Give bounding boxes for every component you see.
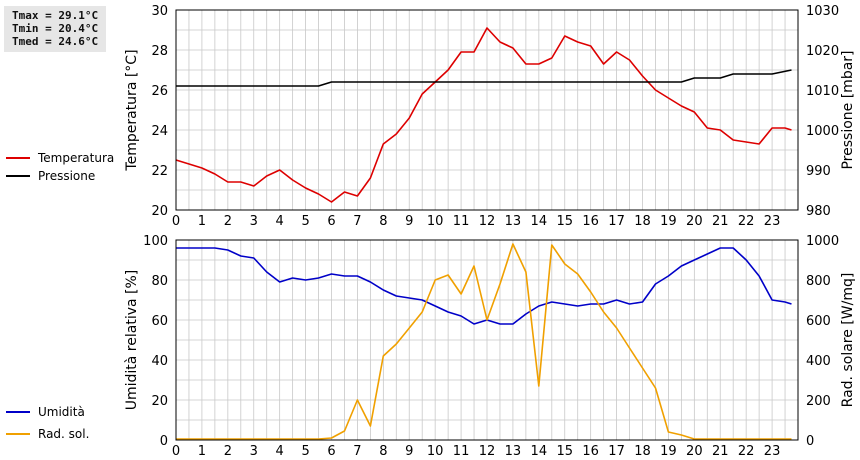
panel1-legend-label: Pressione bbox=[38, 169, 95, 183]
panel1-x-tick-label: 7 bbox=[353, 214, 361, 229]
panel1-x-tick-label: 6 bbox=[327, 214, 335, 229]
panel2-x-tick-label: 17 bbox=[608, 444, 625, 459]
panel2-x-tick-label: 22 bbox=[738, 444, 755, 459]
panel1-y-axis-label: Temperatura [°C] bbox=[124, 49, 140, 171]
panel1-x-tick-label: 23 bbox=[764, 214, 781, 229]
panel2-x-tick-label: 19 bbox=[660, 444, 677, 459]
panel2-x-tick-label: 2 bbox=[224, 444, 232, 459]
panel2-x-tick-label: 5 bbox=[301, 444, 309, 459]
panel2-y-tick-label: 0 bbox=[160, 434, 168, 449]
panel2-x-tick-label: 14 bbox=[531, 444, 548, 459]
panel1-y2-tick-label: 1030 bbox=[806, 4, 839, 19]
panel1-series-secondary-line bbox=[176, 69, 792, 87]
tmax-text: Tmax = 29.1°C bbox=[12, 9, 99, 22]
panel2-x-tick-label: 15 bbox=[556, 444, 573, 459]
panel1-x-tick-label: 0 bbox=[172, 214, 180, 229]
panel2-x-tick-label: 23 bbox=[764, 444, 781, 459]
panel1-legend-label: Temperatura bbox=[37, 151, 114, 165]
panel2-x-tick-label: 10 bbox=[427, 444, 444, 459]
panel2-y-tick-label: 100 bbox=[143, 234, 168, 249]
panel1-y2-tick-label: 1000 bbox=[806, 124, 839, 139]
panel2-x-tick-label: 3 bbox=[250, 444, 258, 459]
panel1-x-tick-label: 19 bbox=[660, 214, 677, 229]
panel2-x-tick-label: 0 bbox=[172, 444, 180, 459]
panel1-x-tick-label: 15 bbox=[556, 214, 573, 229]
panel1-x-tick-label: 2 bbox=[224, 214, 232, 229]
panel2-x-tick-label: 20 bbox=[686, 444, 703, 459]
panel2-series-secondary-line bbox=[176, 243, 792, 440]
panel2-x-tick-label: 21 bbox=[712, 444, 729, 459]
panel2-y2-tick-label: 0 bbox=[806, 434, 814, 449]
panel2-x-tick-label: 6 bbox=[327, 444, 335, 459]
panel1-x-tick-label: 17 bbox=[608, 214, 625, 229]
panel1-x-tick-label: 4 bbox=[276, 214, 284, 229]
panel2-x-tick-label: 1 bbox=[198, 444, 206, 459]
panel2-x-tick-label: 4 bbox=[276, 444, 284, 459]
panel1-y-tick-label: 22 bbox=[151, 164, 168, 179]
panel2-y-tick-label: 60 bbox=[151, 314, 168, 329]
tmin-text: Tmin = 20.4°C bbox=[12, 22, 99, 35]
panel2-x-tick-label: 8 bbox=[379, 444, 387, 459]
tmed-text: Tmed = 24.6°C bbox=[12, 35, 99, 48]
stats-box: Tmax = 29.1°C Tmin = 20.4°C Tmed = 24.6°… bbox=[4, 6, 106, 52]
panel1-y-tick-label: 20 bbox=[151, 204, 168, 219]
panel2-x-tick-label: 12 bbox=[479, 444, 496, 459]
panel1-y2-tick-label: 980 bbox=[806, 204, 831, 219]
panel2-legend-label: Umidità bbox=[38, 405, 85, 419]
panel1-y2-tick-label: 990 bbox=[806, 164, 831, 179]
panel1-x-tick-label: 21 bbox=[712, 214, 729, 229]
panel2-legend-label: Rad. sol. bbox=[38, 427, 89, 441]
panel1-x-tick-label: 16 bbox=[582, 214, 599, 229]
panel2-y2-tick-label: 1000 bbox=[806, 234, 839, 249]
panel1-x-tick-label: 3 bbox=[250, 214, 258, 229]
panel1-x-tick-label: 1 bbox=[198, 214, 206, 229]
panel1-series-primary-line bbox=[175, 27, 792, 203]
panel2-x-tick-label: 7 bbox=[353, 444, 361, 459]
panel1-x-tick-label: 12 bbox=[479, 214, 496, 229]
panel2-y2-tick-label: 600 bbox=[806, 314, 831, 329]
panel1-x-tick-label: 13 bbox=[505, 214, 522, 229]
panel1-y2-tick-label: 1010 bbox=[806, 84, 839, 99]
panel1-x-tick-label: 14 bbox=[531, 214, 548, 229]
panel1-x-tick-label: 22 bbox=[738, 214, 755, 229]
panel2-x-tick-label: 11 bbox=[453, 444, 470, 459]
panel1-x-tick-label: 11 bbox=[453, 214, 470, 229]
panel1-x-tick-label: 20 bbox=[686, 214, 703, 229]
panel1-x-tick-label: 18 bbox=[634, 214, 651, 229]
panel2-x-tick-label: 16 bbox=[582, 444, 599, 459]
panel1-x-tick-label: 8 bbox=[379, 214, 387, 229]
panel1-y-tick-label: 24 bbox=[151, 124, 168, 139]
panel1-y2-tick-label: 1020 bbox=[806, 44, 839, 59]
panel2-y-tick-label: 20 bbox=[151, 394, 168, 409]
panel1-frame bbox=[175, 9, 799, 211]
panel2-x-tick-label: 9 bbox=[405, 444, 413, 459]
panel1-x-tick-label: 5 bbox=[301, 214, 309, 229]
panel1-y-tick-label: 30 bbox=[151, 4, 168, 19]
panel1-y-tick-label: 28 bbox=[151, 44, 168, 59]
panel2-y2-tick-label: 400 bbox=[806, 354, 831, 369]
panel2-y2-axis-label: Rad. solare [W/mq] bbox=[840, 273, 856, 408]
panel2-y2-tick-label: 800 bbox=[806, 274, 831, 289]
panel2-y-tick-label: 40 bbox=[151, 354, 168, 369]
panel1-x-tick-label: 10 bbox=[427, 214, 444, 229]
panel2-y-tick-label: 80 bbox=[151, 274, 168, 289]
panel1-x-tick-label: 9 bbox=[405, 214, 413, 229]
panel2-frame bbox=[175, 239, 799, 441]
panel2-y2-tick-label: 200 bbox=[806, 394, 831, 409]
panel1-y-tick-label: 26 bbox=[151, 84, 168, 99]
panel2-y-axis-label: Umidità relativa [%] bbox=[124, 270, 140, 411]
panel1-y2-axis-label: Pressione [mbar] bbox=[840, 50, 856, 169]
panel2-x-tick-label: 13 bbox=[505, 444, 522, 459]
panel2-series-primary-line bbox=[176, 247, 792, 325]
panel2-x-tick-label: 18 bbox=[634, 444, 651, 459]
